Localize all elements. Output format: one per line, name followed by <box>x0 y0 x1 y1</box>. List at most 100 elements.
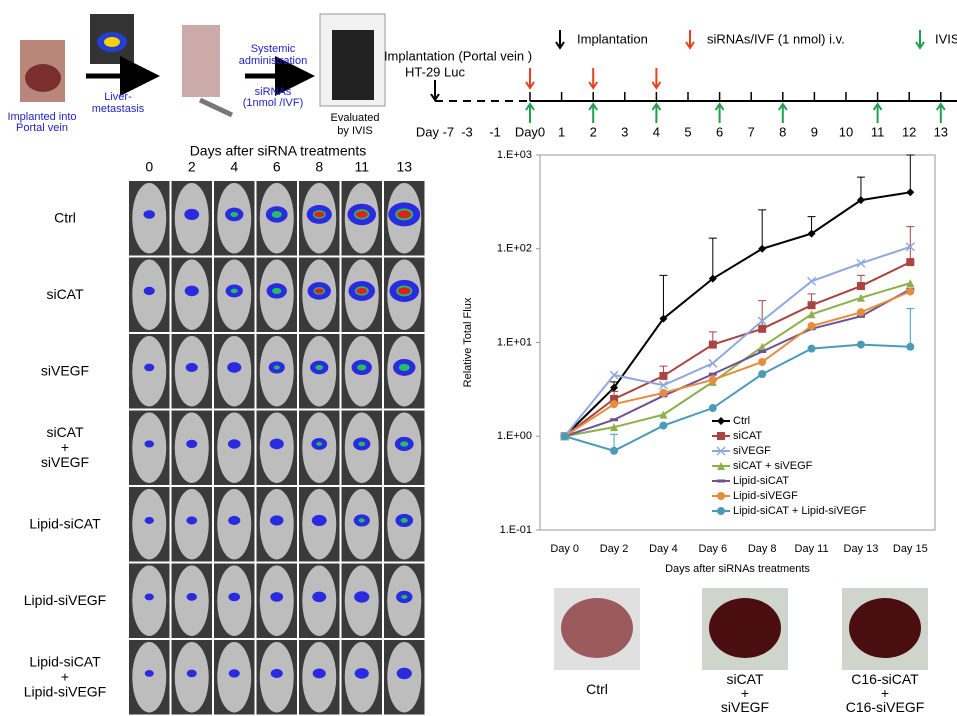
signal <box>358 518 365 523</box>
arrow-head <box>525 81 535 90</box>
imaging-day: 11 <box>354 159 369 175</box>
arrow-head <box>872 102 883 111</box>
signal <box>398 363 410 372</box>
signal <box>354 591 370 603</box>
marker <box>807 229 816 238</box>
error-bar <box>906 308 915 347</box>
mouse-body <box>174 642 209 713</box>
imaging-day: 0 <box>145 159 153 175</box>
signal <box>144 593 154 601</box>
marker <box>708 404 717 413</box>
arrow-head <box>777 102 788 111</box>
signal <box>312 591 327 603</box>
signal <box>273 365 280 370</box>
timeline-day: 13 <box>934 124 948 139</box>
liver-photo <box>561 598 633 658</box>
mouse-body <box>132 489 167 560</box>
photo-liver <box>25 64 61 92</box>
marker <box>609 370 619 380</box>
marker <box>708 274 717 283</box>
arrow-head <box>555 41 565 50</box>
legend-marker <box>716 446 726 456</box>
signal <box>186 669 197 678</box>
imaging-day: 13 <box>396 159 412 175</box>
y-tick-label: 1.E+01 <box>497 336 532 348</box>
marker <box>856 340 865 349</box>
timeline-day: -3 <box>461 124 473 139</box>
x-tick-label: Day 11 <box>795 543 829 555</box>
marker <box>610 446 619 455</box>
mouse-body <box>132 336 167 407</box>
signal <box>228 515 241 525</box>
signal <box>355 210 368 218</box>
ivis-box <box>332 30 374 100</box>
imaging-row-label: Lipid-siVEGF <box>24 591 106 607</box>
x-tick-label: Day 0 <box>550 543 579 555</box>
timeline-day: Day0 <box>515 124 545 139</box>
signal <box>144 670 154 677</box>
signal <box>397 287 411 295</box>
photo-mouse <box>182 25 220 97</box>
marker <box>807 344 816 353</box>
imaging-row-label: Lipid-siCAT <box>29 515 101 531</box>
legend-label: Implantation <box>577 31 648 46</box>
arrow-head <box>651 102 662 111</box>
imaging-row-label-line: siCAT <box>46 285 84 301</box>
signal <box>269 438 284 450</box>
marker <box>659 421 668 430</box>
signal <box>400 518 408 523</box>
marker <box>856 293 865 302</box>
signal <box>400 441 409 447</box>
photo-caption-line: siCAT <box>726 671 764 687</box>
timeline-day: 1 <box>558 124 565 139</box>
signal <box>144 440 155 448</box>
imaging-day: 2 <box>188 159 196 175</box>
imaging-title: Days after siRNA treatments <box>190 143 367 159</box>
marker <box>856 308 865 317</box>
timeline-day: 5 <box>684 124 691 139</box>
x-tick-label: Day 4 <box>649 543 678 555</box>
signal <box>184 208 200 220</box>
marker <box>758 342 767 351</box>
marker <box>659 371 668 380</box>
marker <box>906 258 915 267</box>
photo-caption: Ctrl <box>586 681 608 697</box>
photo-caption-line: C16-siCAT <box>851 671 919 687</box>
photo-caption-line: + <box>741 685 749 701</box>
arrow-head <box>588 102 599 111</box>
marker <box>758 324 767 333</box>
marker <box>758 350 767 354</box>
y-tick-label: 1.E+00 <box>497 430 532 442</box>
signal <box>272 287 282 295</box>
marker <box>757 316 767 326</box>
photo-caption-line: + <box>881 685 889 701</box>
timeline-day: 12 <box>902 124 916 139</box>
marker <box>807 301 816 310</box>
signal <box>315 364 324 370</box>
error-bar <box>906 154 915 193</box>
signal <box>314 211 325 218</box>
signal <box>354 668 369 679</box>
series-line <box>564 290 911 438</box>
marker <box>659 410 668 419</box>
arrow-head <box>714 102 725 111</box>
photo-caption: siCAT + siVEGF <box>721 671 769 715</box>
arrow-head <box>915 41 925 50</box>
photo-caption-line: Ctrl <box>586 681 608 697</box>
schematic-label: Liver-metastasis <box>92 91 145 115</box>
arrow-head <box>685 41 695 50</box>
timeline: Implantation siRNAs/IVF (1 nmol) i.v. IV… <box>384 30 957 139</box>
marker <box>658 380 668 390</box>
x-axis-label: Days after siRNAs treatments <box>665 563 810 575</box>
y-tick-label: 1.E+02 <box>497 243 532 255</box>
signal <box>316 441 323 446</box>
error-bar <box>758 300 767 329</box>
marker <box>610 423 619 432</box>
legend-marker <box>717 417 725 425</box>
marker <box>906 342 915 351</box>
x-tick-label: Day 6 <box>698 543 727 555</box>
legend-label: Lipid-siCAT + Lipid-siVEGF <box>733 505 866 517</box>
